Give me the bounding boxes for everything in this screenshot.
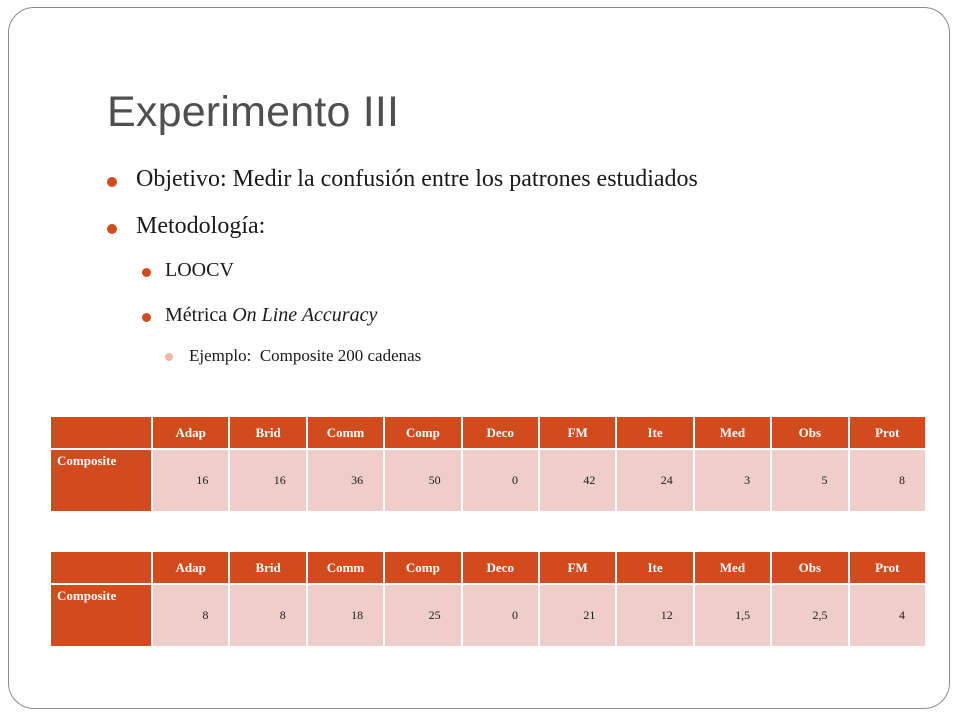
header-cell: Med xyxy=(692,415,773,450)
table-row: Composite 8 8 18 25 0 21 12 1,5 2,5 4 xyxy=(49,583,928,648)
header-cell: Adap xyxy=(150,550,231,585)
header-cell: Prot xyxy=(847,415,928,450)
bullet-dot-icon xyxy=(165,353,173,361)
bullet-loocv-text: LOOCV xyxy=(165,259,234,281)
header-cell: Comm xyxy=(305,415,386,450)
bullet-dot-icon xyxy=(142,268,151,277)
header-cell: Deco xyxy=(460,550,540,585)
header-cell: Obs xyxy=(770,550,850,585)
results-table-percentages: Adap Brid Comm Comp Deco FM Ite Med Obs … xyxy=(49,550,928,648)
table-cell: 4 xyxy=(847,583,928,648)
header-cell: Ite xyxy=(615,415,695,450)
header-cell: FM xyxy=(537,550,618,585)
bullet-dot-icon xyxy=(142,313,151,322)
table-header-row: Adap Brid Comm Comp Deco FM Ite Med Obs … xyxy=(49,415,928,450)
table-cell: 18 xyxy=(305,583,386,648)
table-cell: 3 xyxy=(692,448,773,513)
table-row: Composite 16 16 36 50 0 42 24 3 5 8 xyxy=(49,448,928,513)
table-cell: 50 xyxy=(383,448,463,513)
header-cell: Obs xyxy=(770,415,850,450)
table-cell: 16 xyxy=(228,448,308,513)
table-cell: 8 xyxy=(228,583,308,648)
header-cell: Comp xyxy=(383,550,463,585)
bullet-objective: Objetivo: Medir la confusión entre los p… xyxy=(107,166,698,193)
table-cell: 24 xyxy=(615,448,695,513)
header-cell: Comp xyxy=(383,415,463,450)
table-cell: 21 xyxy=(537,583,618,648)
table-cell: 2,5 xyxy=(770,583,850,648)
table-cell: 25 xyxy=(383,583,463,648)
table-cell: 16 xyxy=(150,448,231,513)
table-cell: 8 xyxy=(847,448,928,513)
header-cell: Adap xyxy=(150,415,231,450)
bullet-metric-text: Métrica On Line Accuracy xyxy=(165,304,377,326)
bullet-loocv: LOOCV xyxy=(142,259,234,282)
header-cell: Brid xyxy=(228,415,308,450)
table-cell: 42 xyxy=(537,448,618,513)
bullet-methodology-text: Metodología: xyxy=(136,213,266,239)
table-cell: 1,5 xyxy=(692,583,773,648)
header-cell: Deco xyxy=(460,415,540,450)
header-cell xyxy=(49,415,153,450)
slide-title: Experimento III xyxy=(107,88,400,136)
header-cell: Med xyxy=(692,550,773,585)
row-label: Composite xyxy=(49,583,153,648)
header-cell: FM xyxy=(537,415,618,450)
table-cell: 36 xyxy=(305,448,386,513)
header-cell xyxy=(49,550,153,585)
header-cell: Comm xyxy=(305,550,386,585)
metric-prefix: Métrica xyxy=(165,304,228,326)
metric-name: On Line Accuracy xyxy=(232,304,378,326)
table-header-row: Adap Brid Comm Comp Deco FM Ite Med Obs … xyxy=(49,550,928,585)
bullet-dot-icon xyxy=(107,224,117,234)
header-cell: Prot xyxy=(847,550,928,585)
bullet-example-text: Ejemplo: Composite 200 cadenas xyxy=(189,346,422,365)
table-cell: 8 xyxy=(150,583,231,648)
bullet-dot-icon xyxy=(107,177,117,187)
bullet-example: Ejemplo: Composite 200 cadenas xyxy=(165,346,421,366)
header-cell: Ite xyxy=(615,550,695,585)
bullet-metric: Métrica On Line Accuracy xyxy=(142,304,377,327)
bullet-objective-text: Objetivo: Medir la confusión entre los p… xyxy=(136,166,698,192)
header-cell: Brid xyxy=(228,550,308,585)
results-table-counts: Adap Brid Comm Comp Deco FM Ite Med Obs … xyxy=(49,415,928,513)
table-cell: 12 xyxy=(615,583,695,648)
table-cell: 0 xyxy=(460,583,540,648)
table-cell: 5 xyxy=(770,448,850,513)
bullet-methodology: Metodología: xyxy=(107,213,265,240)
row-label: Composite xyxy=(49,448,153,513)
table-cell: 0 xyxy=(460,448,540,513)
